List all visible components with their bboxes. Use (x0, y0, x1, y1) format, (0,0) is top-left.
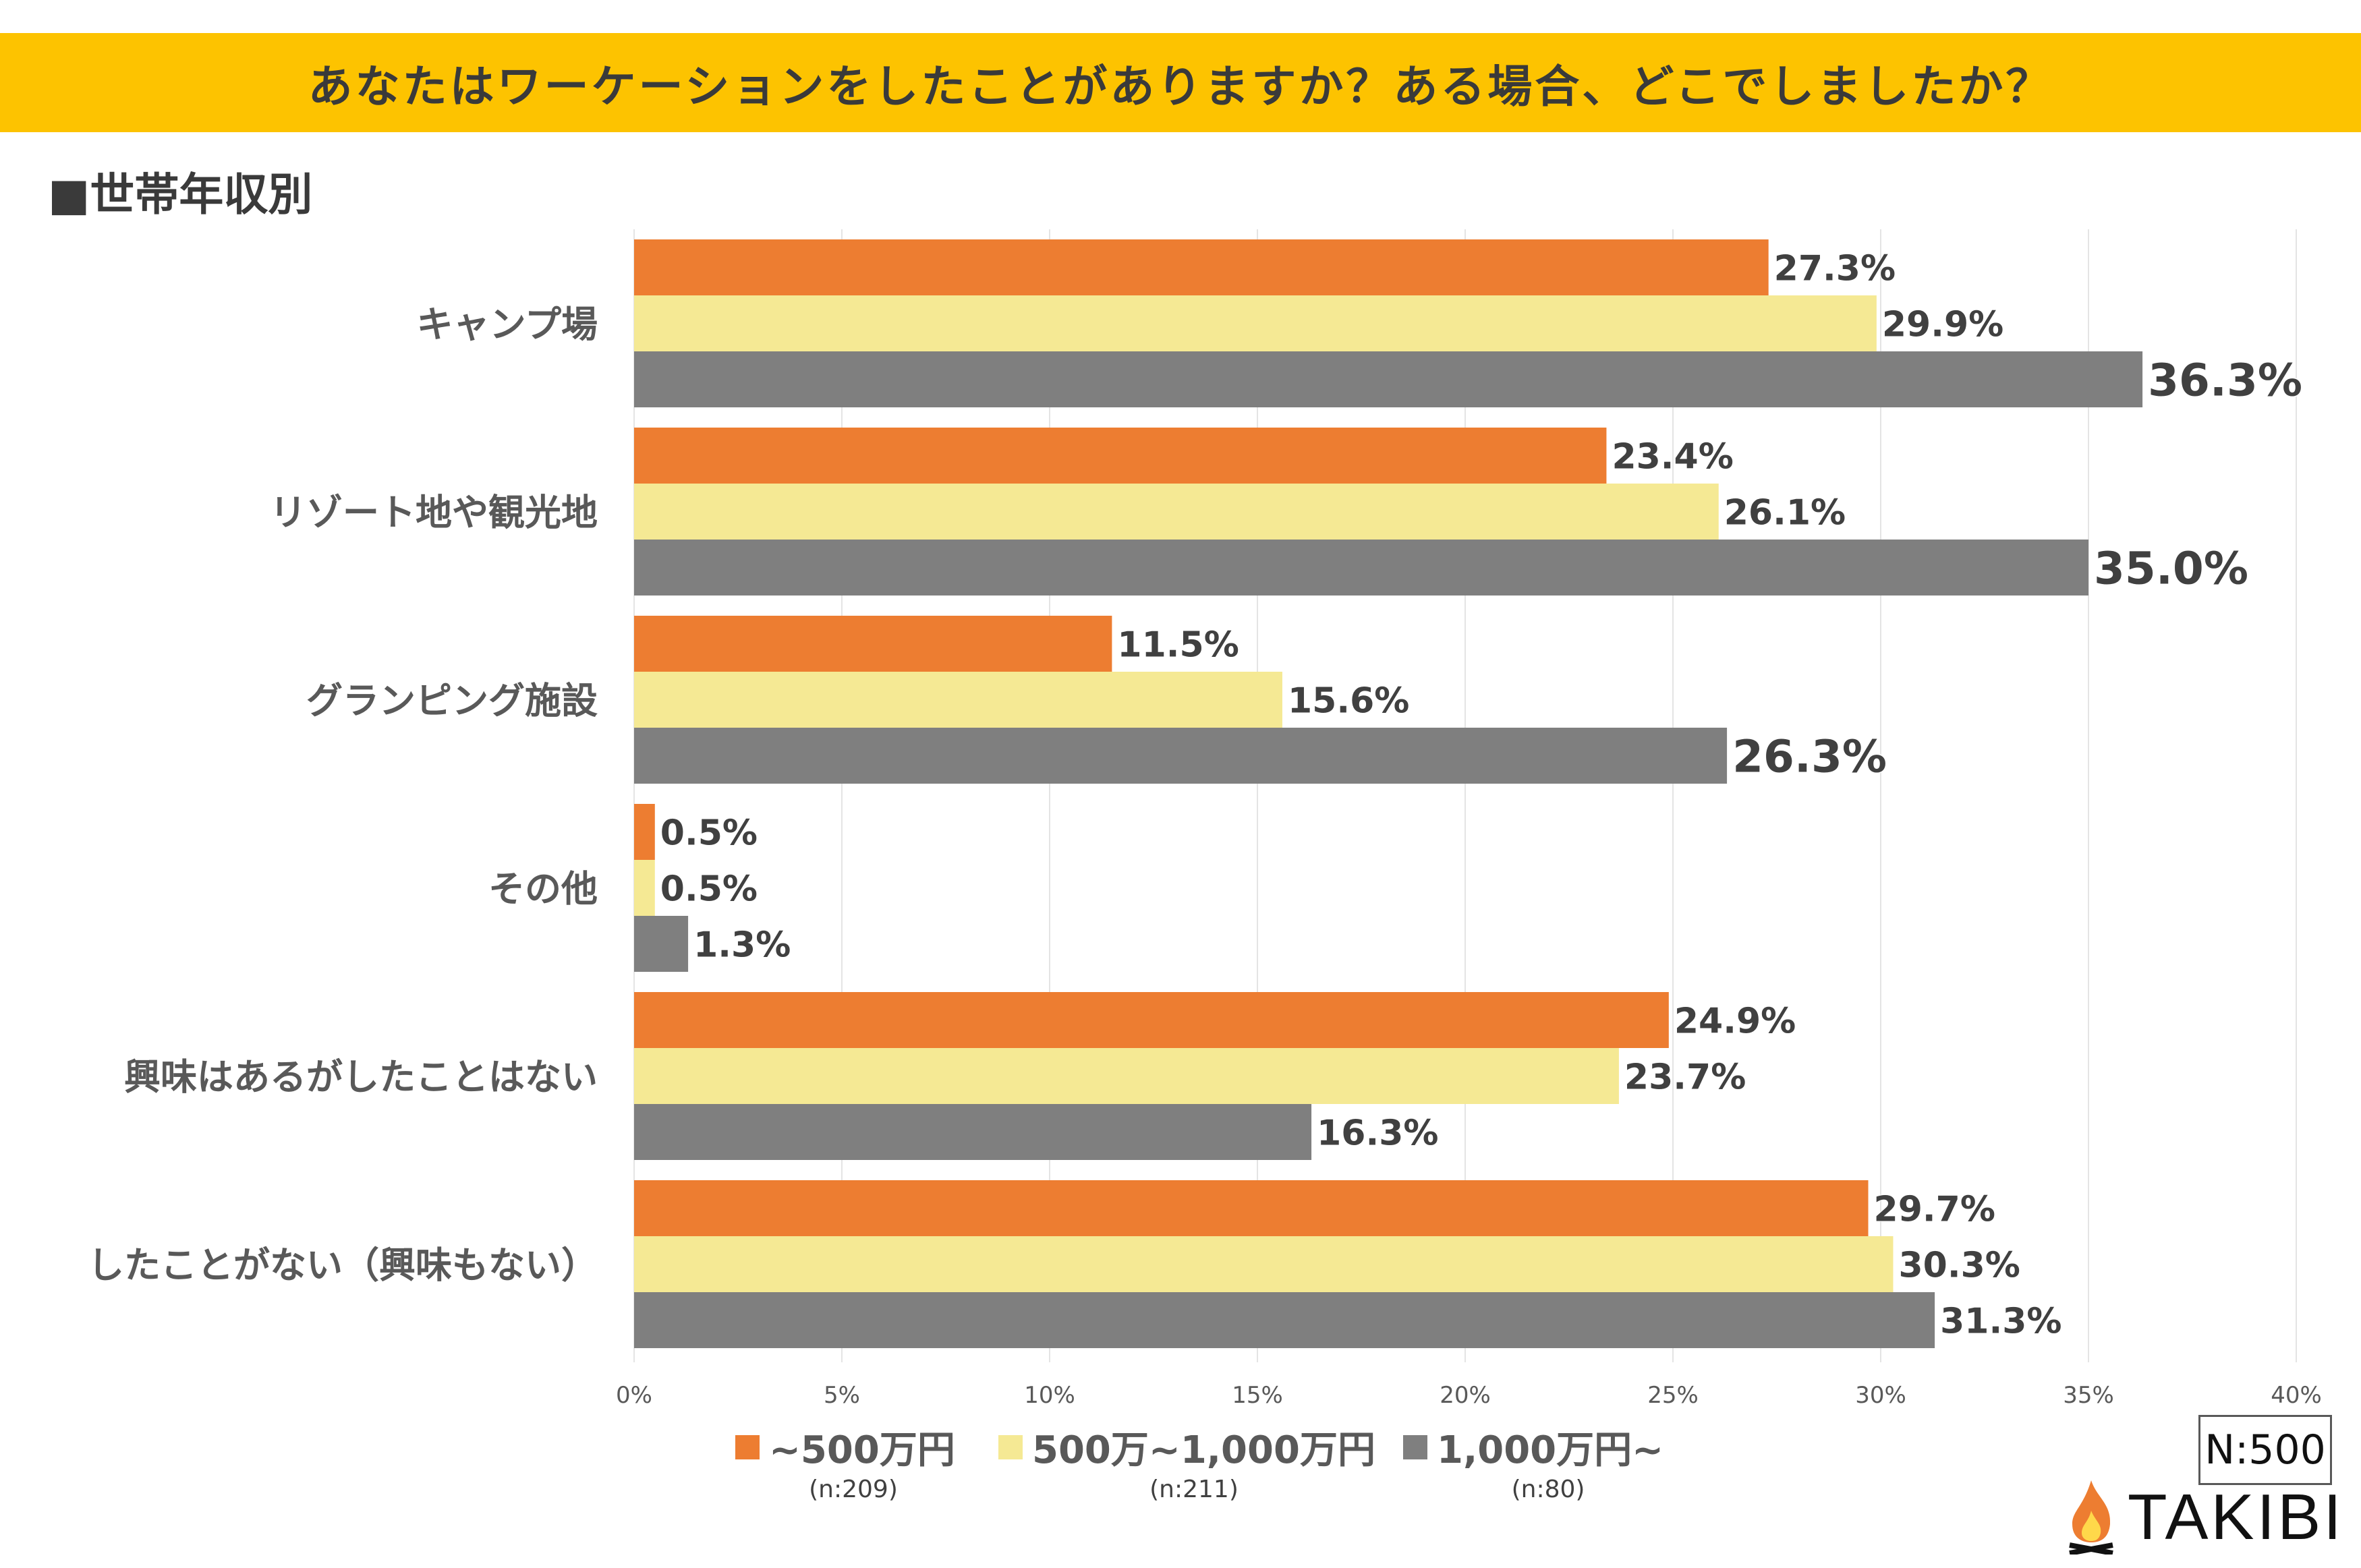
x-tick-label: 30% (1855, 1382, 1906, 1409)
chart-subtitle: ■世帯年収別 (48, 169, 313, 221)
x-tick-label: 20% (1440, 1382, 1491, 1409)
bar-0 (634, 804, 655, 860)
bar-0 (634, 616, 1112, 672)
bar-2 (634, 1292, 1935, 1348)
x-tick-label: 40% (2271, 1382, 2322, 1409)
category-label: その他 (488, 868, 598, 910)
bar-2 (634, 540, 2088, 596)
bar-0 (634, 992, 1669, 1048)
legend-swatch (998, 1434, 1023, 1459)
flame-icon (2069, 1480, 2113, 1555)
x-tick-label: 5% (824, 1382, 860, 1409)
data-label: 29.9% (1882, 305, 2003, 345)
data-label: 11.5% (1117, 625, 1239, 666)
legend-label: 1,000万円~ (1437, 1428, 1664, 1472)
x-tick-label: 0% (616, 1382, 652, 1409)
data-label: 15.6% (1288, 681, 1409, 722)
legend-n-low: (n:209) (809, 1476, 898, 1503)
legend-item-high: 1,000万円~ (1403, 1420, 1663, 1474)
data-label: 36.3% (2148, 355, 2302, 407)
data-label: 29.7% (1874, 1190, 1995, 1230)
data-label: 30.3% (1898, 1246, 2020, 1286)
bar-2 (634, 728, 1728, 784)
legend-item-low: ~500万円 (735, 1420, 955, 1474)
chart-title: あなたはワーケーションをしたことがありますか？ある場合、どこでしましたか？ (308, 60, 2053, 113)
category-label: キャンプ場 (417, 303, 598, 346)
legend-label: 500万~1,000万円 (1032, 1428, 1375, 1472)
data-label: 27.3% (1774, 249, 1896, 289)
data-label: 35.0% (2094, 543, 2248, 595)
x-tick-label: 15% (1232, 1382, 1283, 1409)
category-label: グランピング施設 (306, 680, 598, 722)
data-label: 23.4% (1612, 437, 1733, 477)
x-tick-label: 10% (1024, 1382, 1075, 1409)
bar-0 (634, 1180, 1869, 1236)
takibi-logo: TAKIBI (2064, 1480, 2344, 1555)
legend-label: ~500万円 (769, 1428, 955, 1472)
data-label: 0.5% (660, 813, 758, 854)
bar-0 (634, 239, 1769, 295)
bar-1 (634, 860, 655, 916)
bar-2 (634, 916, 689, 972)
legend-n-high: (n:80) (1511, 1476, 1585, 1503)
x-tick-label: 25% (1647, 1382, 1699, 1409)
legend-swatch (735, 1434, 760, 1459)
bar-1 (634, 672, 1282, 728)
category-label: したことがない（興味もない） (88, 1244, 598, 1287)
x-tick-label: 35% (2063, 1382, 2114, 1409)
data-label: 26.1% (1724, 493, 1846, 533)
data-label: 24.9% (1674, 1001, 1796, 1042)
title-banner: あなたはワーケーションをしたことがありますか？ある場合、どこでしましたか？ (0, 33, 2361, 132)
bar-2 (634, 1104, 1312, 1160)
bar-1 (634, 484, 1719, 540)
data-label: 16.3% (1317, 1113, 1438, 1154)
data-label: 31.3% (1940, 1302, 2061, 1342)
bar-1 (634, 1236, 1894, 1292)
category-label: リゾート地や観光地 (270, 492, 598, 534)
data-label: 26.3% (1732, 731, 1887, 783)
legend-swatch (1403, 1434, 1427, 1459)
bar-2 (634, 351, 2143, 407)
sample-size-box: N:500 (2198, 1415, 2332, 1485)
data-label: 1.3% (693, 925, 791, 966)
bar-1 (634, 295, 1877, 351)
legend-item-mid: 500万~1,000万円 (998, 1420, 1375, 1474)
brand-name: TAKIBI (2128, 1481, 2344, 1553)
legend-n-mid: (n:211) (1149, 1476, 1239, 1503)
category-label: 興味はあるがしたことはない (124, 1056, 598, 1099)
bar-0 (634, 428, 1607, 484)
data-label: 0.5% (660, 869, 758, 910)
bar-1 (634, 1048, 1619, 1104)
data-label: 23.7% (1624, 1057, 1746, 1098)
